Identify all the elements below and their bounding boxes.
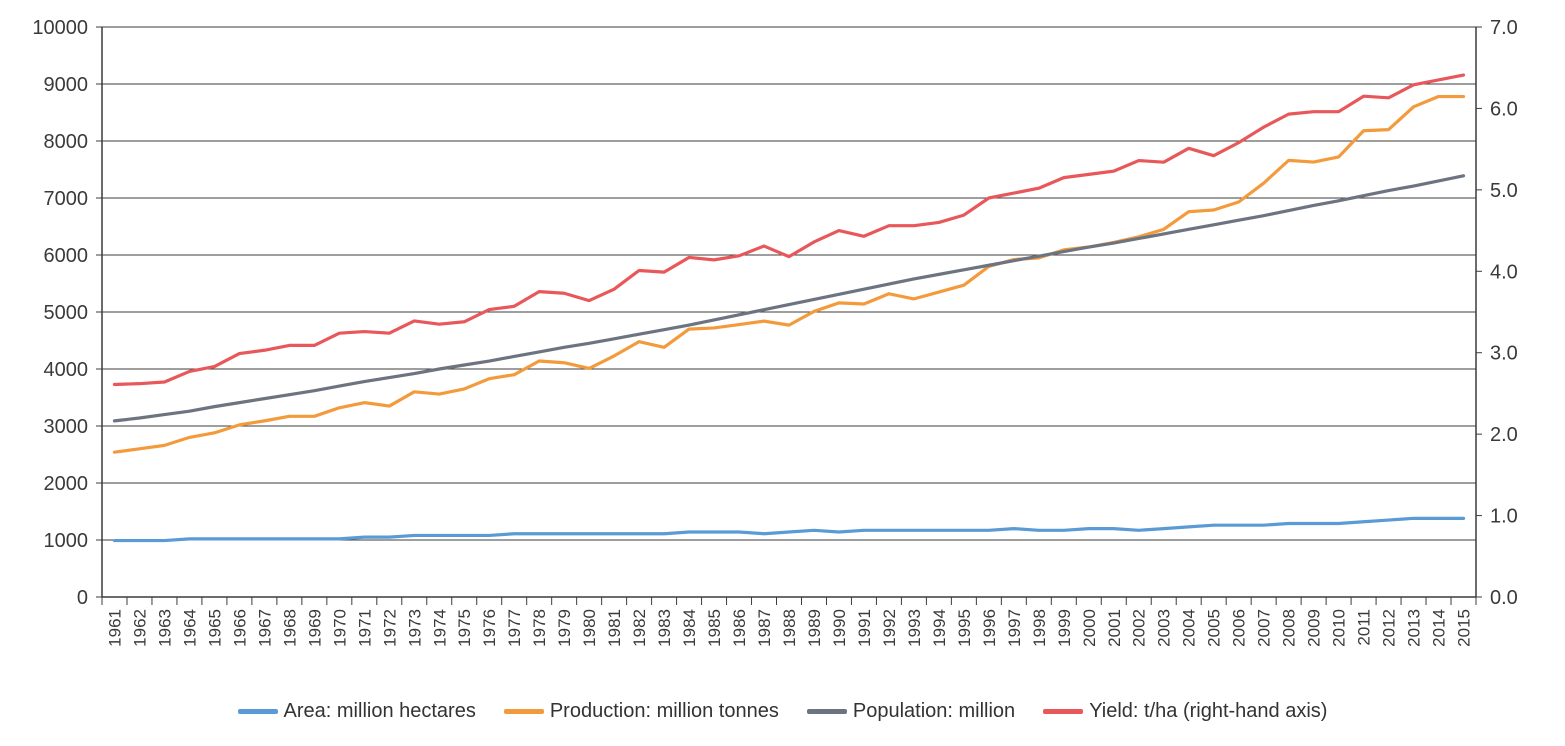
x-tick-label: 2012 bbox=[1380, 609, 1399, 647]
legend-label-area: Area: million hectares bbox=[283, 700, 476, 722]
x-tick-label: 2001 bbox=[1105, 609, 1124, 647]
x-tick-label: 1993 bbox=[905, 609, 924, 647]
x-tick-label: 1982 bbox=[630, 609, 649, 647]
y-axis-left-ticks: 0 1000 2000 3000 4000 5000 6000 7000 8000 9000 100… bbox=[32, 17, 88, 609]
x-tick-label: 1998 bbox=[1030, 609, 1049, 647]
gridlines bbox=[102, 26, 1476, 541]
x-tick-label: 1991 bbox=[855, 609, 874, 647]
x-tick-label: 1980 bbox=[580, 609, 599, 647]
legend-label-yield: Yield: t/ha (right-hand axis) bbox=[1089, 700, 1328, 722]
legend-item-yield: Yield: t/ha (right-hand axis) bbox=[1043, 700, 1327, 723]
x-tick-label: 1967 bbox=[255, 609, 274, 647]
legend-swatch-yield bbox=[1043, 709, 1084, 714]
x-tick-label: 1989 bbox=[805, 609, 824, 647]
legend-item-production: Production: million tonnes bbox=[503, 700, 779, 723]
x-tick-label: 1976 bbox=[480, 609, 499, 647]
y2-tick-label: 3.0 bbox=[1490, 343, 1518, 365]
y2-tick-label: 5.0 bbox=[1490, 180, 1518, 202]
x-tick-label: 1970 bbox=[330, 609, 349, 647]
x-tick-label: 2015 bbox=[1455, 609, 1474, 647]
x-tick-label: 1984 bbox=[680, 609, 699, 647]
x-tick-label: 1971 bbox=[355, 609, 374, 647]
y-tick-label: 4000 bbox=[44, 359, 89, 381]
x-tick-label: 1996 bbox=[980, 609, 999, 647]
legend-item-population: Population: million bbox=[806, 700, 1016, 723]
x-tick-label: 1978 bbox=[530, 609, 549, 647]
x-tick-label: 2011 bbox=[1355, 609, 1374, 646]
legend-label-population: Population: million bbox=[852, 700, 1016, 722]
legend-swatch-area bbox=[237, 709, 278, 714]
series-line-2 bbox=[112, 174, 1466, 423]
x-tick-label: 1988 bbox=[780, 609, 799, 647]
x-tick-label: 1999 bbox=[1055, 609, 1074, 647]
x-tick-label: 2004 bbox=[1180, 609, 1199, 647]
x-tick-label: 1969 bbox=[305, 609, 324, 647]
x-tick-label: 1981 bbox=[605, 609, 624, 647]
x-tick-label: 1964 bbox=[180, 609, 199, 647]
y2-tick-label: 0.0 bbox=[1490, 587, 1518, 609]
y-tick-label: 2000 bbox=[44, 473, 89, 495]
x-tick-label: 1977 bbox=[505, 609, 524, 647]
x-tick-label: 2000 bbox=[1080, 609, 1099, 647]
x-tick-label: 1973 bbox=[405, 609, 424, 647]
x-axis-ticks: 1961 1962 1963 1964 1965 1966 1967 1968 1969 1970… bbox=[105, 609, 1473, 647]
x-tick-label: 2014 bbox=[1430, 609, 1449, 647]
series-line-0 bbox=[112, 516, 1466, 543]
x-tick-label: 1965 bbox=[205, 609, 224, 647]
legend: Area: million hectares Production: milli… bbox=[0, 700, 1565, 723]
x-tick-label: 1995 bbox=[955, 609, 974, 647]
x-tick-label: 1994 bbox=[930, 609, 949, 647]
x-tick-label: 1961 bbox=[105, 609, 124, 647]
x-tick-label: 1979 bbox=[555, 609, 574, 647]
x-tick-label: 1972 bbox=[380, 609, 399, 647]
legend-swatch-production bbox=[503, 709, 544, 714]
x-tick-label: 1992 bbox=[880, 609, 899, 647]
y-tick-label: 3000 bbox=[44, 416, 89, 438]
x-tick-label: 2005 bbox=[1205, 609, 1224, 647]
x-tick-label: 1985 bbox=[705, 609, 724, 647]
x-tick-label: 1983 bbox=[655, 609, 674, 647]
x-tick-label: 1986 bbox=[730, 609, 749, 647]
y2-tick-label: 1.0 bbox=[1490, 506, 1518, 528]
y-tick-label: 10000 bbox=[32, 17, 88, 39]
legend-item-area: Area: million hectares bbox=[237, 700, 476, 723]
chart-canvas: 0 1000 2000 3000 4000 5000 6000 7000 8000 9000 100… bbox=[32, 17, 1518, 647]
x-tick-label: 1963 bbox=[155, 609, 174, 647]
x-tick-label: 1966 bbox=[230, 609, 249, 647]
x-tick-label: 2009 bbox=[1305, 609, 1324, 647]
y-axis-right-ticks: 0.0 1.0 2.0 3.0 4.0 5.0 6.0 7.0 bbox=[1490, 17, 1518, 609]
y-tick-label: 5000 bbox=[44, 302, 89, 324]
x-tick-label: 1990 bbox=[830, 609, 849, 647]
legend-label-production: Production: million tonnes bbox=[549, 700, 779, 722]
series-lines bbox=[112, 73, 1466, 543]
x-tick-label: 2002 bbox=[1130, 609, 1149, 647]
x-tick-label: 1974 bbox=[430, 609, 449, 647]
series-line-3 bbox=[112, 73, 1466, 387]
y2-tick-label: 4.0 bbox=[1490, 261, 1518, 283]
y-tick-label: 0 bbox=[77, 587, 88, 609]
x-tick-label: 1975 bbox=[455, 609, 474, 647]
y-tick-label: 7000 bbox=[44, 188, 89, 210]
y2-tick-label: 7.0 bbox=[1490, 17, 1518, 39]
legend-swatch-population bbox=[806, 709, 847, 714]
x-tick-label: 2006 bbox=[1230, 609, 1249, 647]
x-tick-label: 2010 bbox=[1330, 609, 1349, 647]
y-tick-label: 1000 bbox=[44, 530, 89, 552]
y-tick-label: 6000 bbox=[44, 245, 89, 267]
y-tick-label: 8000 bbox=[44, 131, 89, 153]
x-tick-label: 2007 bbox=[1255, 609, 1274, 647]
series-line-1 bbox=[112, 94, 1466, 454]
x-tick-label: 1968 bbox=[280, 609, 299, 647]
y-tick-label: 9000 bbox=[44, 74, 89, 96]
y2-tick-label: 2.0 bbox=[1490, 424, 1518, 446]
y2-tick-label: 6.0 bbox=[1490, 98, 1518, 120]
x-tick-label: 2003 bbox=[1155, 609, 1174, 647]
x-tick-label: 1997 bbox=[1005, 609, 1024, 647]
x-tick-label: 1987 bbox=[755, 609, 774, 647]
axes bbox=[96, 26, 1482, 605]
x-tick-label: 2008 bbox=[1280, 609, 1299, 647]
x-tick-label: 2013 bbox=[1405, 609, 1424, 647]
x-tick-label: 1962 bbox=[130, 609, 149, 647]
